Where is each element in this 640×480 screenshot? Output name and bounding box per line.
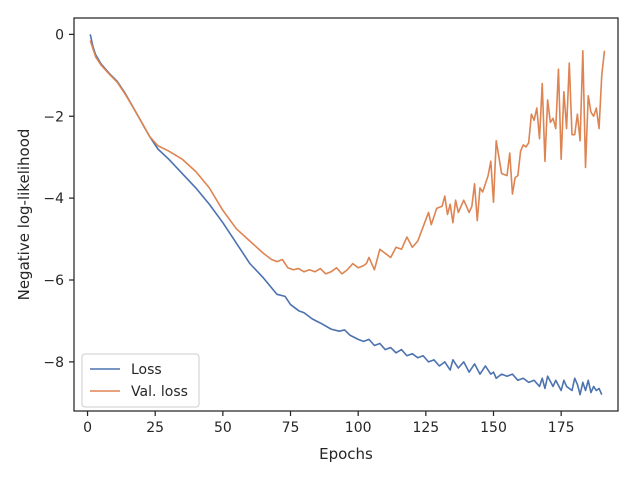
x-tick-label: 100 (345, 420, 372, 436)
x-tick-label: 0 (83, 420, 92, 436)
x-tick-label: 175 (548, 420, 575, 436)
plot-area (73, 17, 619, 412)
x-tick-label: 125 (412, 420, 439, 436)
y-tick-label: −4 (43, 191, 64, 207)
x-axis-ticks: 0 25 50 75 100 125 150 175 (83, 411, 575, 436)
y-tick-label: −8 (43, 355, 64, 371)
x-axis-label: Epochs (319, 445, 373, 463)
x-tick-label: 50 (214, 420, 232, 436)
legend-label-loss: Loss (131, 362, 162, 378)
x-tick-label: 150 (480, 420, 507, 436)
legend: Loss Val. loss (81, 353, 200, 408)
legend-label-val-loss: Val. loss (131, 384, 188, 400)
x-tick-label: 75 (282, 420, 300, 436)
x-tick-label: 25 (146, 420, 164, 436)
series-line-val-loss (89, 40, 606, 275)
y-tick-label: 0 (55, 27, 64, 43)
series-line-loss (89, 34, 603, 396)
series-layer (89, 34, 606, 396)
legend-frame (81, 353, 200, 408)
y-tick-label: −2 (43, 109, 64, 125)
y-axis-label: Negative log-likelihood (15, 129, 33, 301)
y-axis-ticks: 0 −2 −4 −6 −8 (43, 27, 74, 371)
y-tick-label: −6 (43, 273, 64, 289)
axes-frame (73, 17, 619, 412)
